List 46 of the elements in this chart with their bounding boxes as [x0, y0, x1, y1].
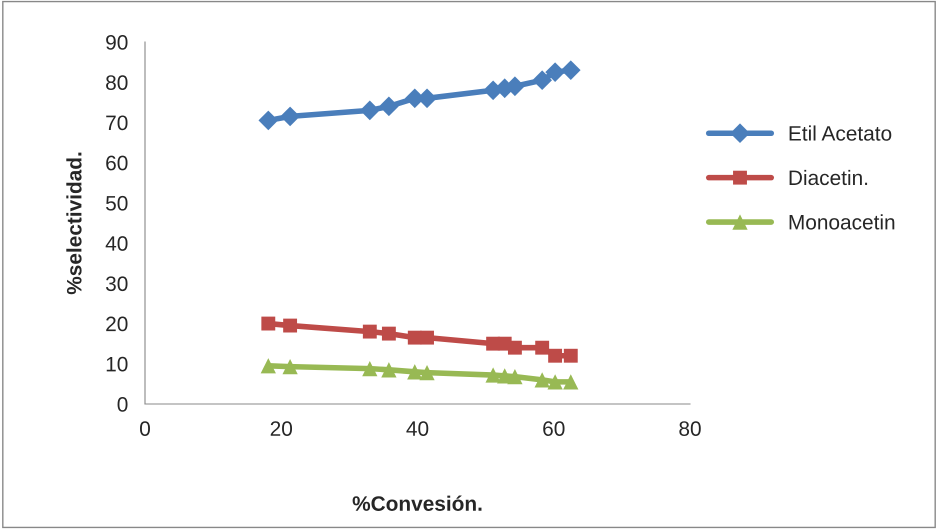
y-tick-label: 50 [106, 196, 128, 211]
point [485, 367, 501, 383]
point [563, 374, 578, 390]
legend-label: Etil Acetato [790, 125, 892, 141]
point [381, 362, 397, 378]
point [382, 326, 396, 341]
point [362, 360, 378, 376]
point [564, 348, 578, 363]
legend-label: Monoacetin [790, 214, 894, 230]
point [283, 318, 298, 333]
point [420, 330, 434, 345]
y-tick-label: 40 [106, 236, 128, 251]
y-tick-label: 30 [106, 276, 128, 292]
point [379, 96, 399, 116]
point [534, 372, 550, 388]
y-axis-title: %selectividad. [66, 152, 82, 294]
x-tick-label: 20 [270, 421, 292, 436]
x-axis-title: %Convesión. [352, 495, 482, 511]
point [407, 364, 422, 380]
point [419, 364, 435, 380]
y-tick-label: 0 [118, 397, 128, 412]
point [548, 348, 562, 363]
x-tick-label: 60 [543, 421, 565, 436]
point [258, 110, 278, 130]
point [280, 106, 300, 126]
point [261, 316, 276, 330]
point [532, 70, 552, 90]
point [260, 358, 276, 374]
legend-label: Diacetin. [790, 170, 868, 186]
x-tick-label: 40 [406, 421, 428, 436]
y-tick-label: 70 [106, 115, 128, 130]
point [545, 62, 565, 82]
point [560, 60, 581, 80]
point [535, 340, 550, 355]
point [508, 340, 522, 355]
point [282, 358, 298, 374]
point [507, 369, 523, 384]
point [362, 324, 377, 339]
point [547, 374, 563, 390]
x-tick-label: 0 [140, 421, 150, 436]
y-tick-label: 80 [106, 75, 128, 90]
y-tick-label: 20 [106, 316, 128, 332]
y-tick-label: 90 [106, 35, 128, 50]
x-tick-label: 80 [679, 421, 701, 436]
y-tick-label: 10 [106, 356, 128, 372]
y-tick-label: 60 [106, 156, 128, 170]
